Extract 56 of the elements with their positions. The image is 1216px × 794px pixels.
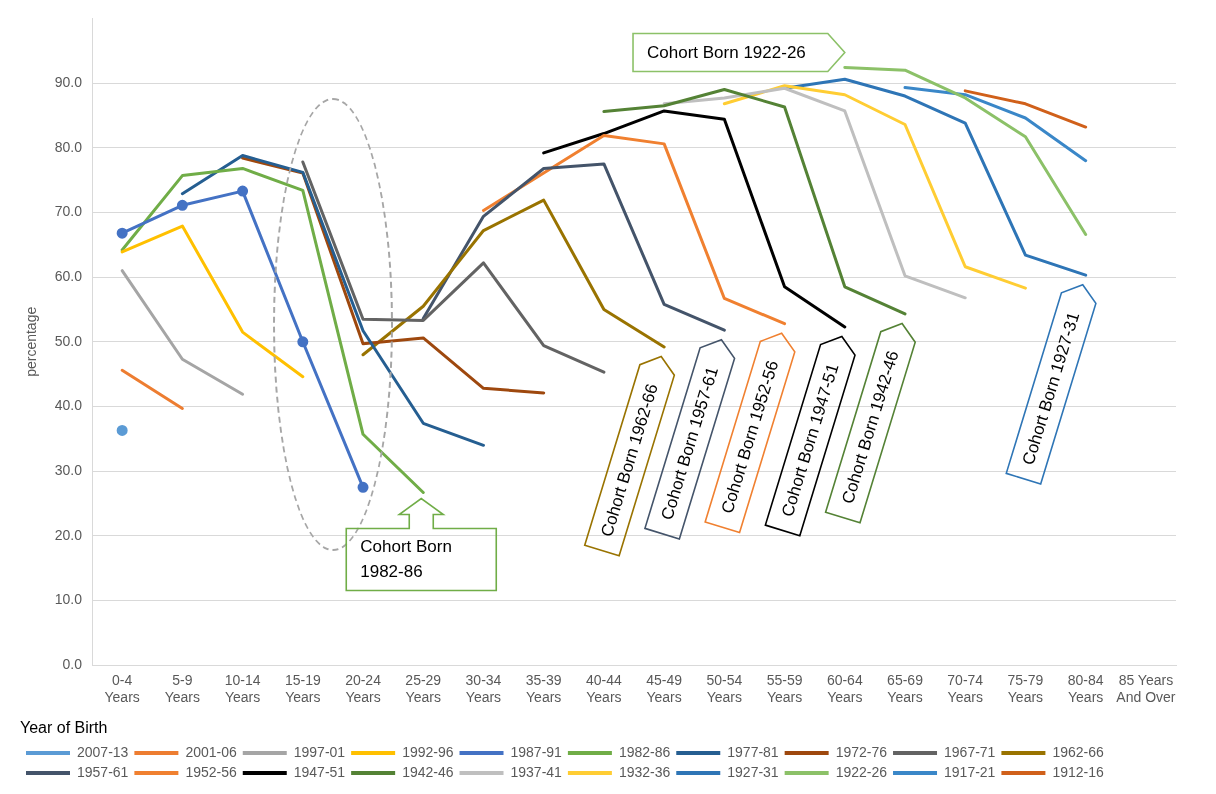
x-tick-label: 40-44 Years	[586, 672, 623, 706]
x-tick-label: 25-29 Years	[405, 672, 442, 706]
legend-label: 1932-36	[618, 763, 671, 780]
y-tick-label: 10.0	[54, 591, 83, 608]
x-tick-label: 60-64 Years	[826, 672, 863, 706]
legend-label: 1977-81	[727, 743, 779, 760]
legend-label: 2007-13	[77, 743, 129, 760]
legend-label: 1982-86	[618, 743, 671, 760]
callout-arrow: Cohort Born 1922-26	[632, 32, 846, 73]
legend-label: 1952-56	[185, 763, 237, 780]
y-tick-label: 30.0	[54, 462, 83, 479]
legend-title: Year of Birth	[20, 719, 108, 737]
x-tick-label: 30-34 Years	[465, 672, 502, 706]
y-tick-label: 50.0	[54, 332, 83, 349]
callout-arrow: Cohort Born 1927-31	[1005, 283, 1097, 485]
legend-label: 1947-51	[293, 763, 346, 780]
callout-arrow: Cohort Born 1982-86	[345, 497, 498, 592]
x-tick-label: 75-79 Years	[1007, 672, 1044, 706]
legend-label: 1992-96	[402, 743, 454, 760]
legend-label: 1962-66	[1052, 743, 1104, 760]
legend-label: 1917-21	[944, 763, 996, 780]
y-tick-label: 90.0	[54, 73, 83, 90]
y-tick-label: 70.0	[54, 203, 83, 220]
x-tick-label: 50-54 Years	[706, 672, 743, 706]
annotation: Cohort Born 1922-26	[647, 43, 806, 63]
x-tick-label: 15-19 Years	[284, 672, 321, 706]
x-tick-label: 85 Years And Over	[1116, 672, 1176, 706]
x-tick-label: 65-69 Years	[887, 672, 924, 706]
y-tick-label: 20.0	[54, 526, 83, 543]
y-tick-label: 40.0	[54, 397, 83, 414]
legend-label: 2001-06	[185, 743, 237, 760]
legend-label: 1972-76	[835, 743, 888, 760]
x-tick-label: 70-74 Years	[947, 672, 984, 706]
x-tick-label: 35-39 Years	[525, 672, 562, 706]
legend-label: 1942-46	[402, 763, 454, 780]
legend-label: 1927-31	[727, 763, 779, 780]
x-tick-label: 20-24 Years	[345, 672, 382, 706]
legend-label: 1957-61	[77, 763, 129, 780]
annotation: Cohort Born 1927-31	[1018, 309, 1084, 468]
y-tick-label: 80.0	[54, 138, 83, 155]
x-tick-label: 45-49 Years	[646, 672, 683, 706]
legend-label: 1922-26	[835, 763, 888, 780]
x-tick-label: 55-59 Years	[766, 672, 803, 706]
legend-label: 1997-01	[293, 743, 346, 760]
x-tick-label: 0-4 Years	[104, 672, 140, 706]
x-tick-label: 80-84 Years	[1067, 672, 1104, 706]
legend-label: 1937-41	[510, 763, 563, 780]
legend-label: 1987-91	[510, 743, 563, 760]
legend-label: 1967-71	[944, 743, 996, 760]
x-tick-label: 10-14 Years	[224, 672, 261, 706]
y-tick-label: 0.0	[62, 656, 83, 673]
x-tick-label: 5-9 Years	[164, 672, 201, 706]
annotation: Cohort Born 1982-86	[360, 537, 452, 580]
y-tick-label: 60.0	[54, 267, 83, 284]
legend-label: 1912-16	[1052, 763, 1104, 780]
y-axis-title: percentage	[23, 306, 40, 377]
